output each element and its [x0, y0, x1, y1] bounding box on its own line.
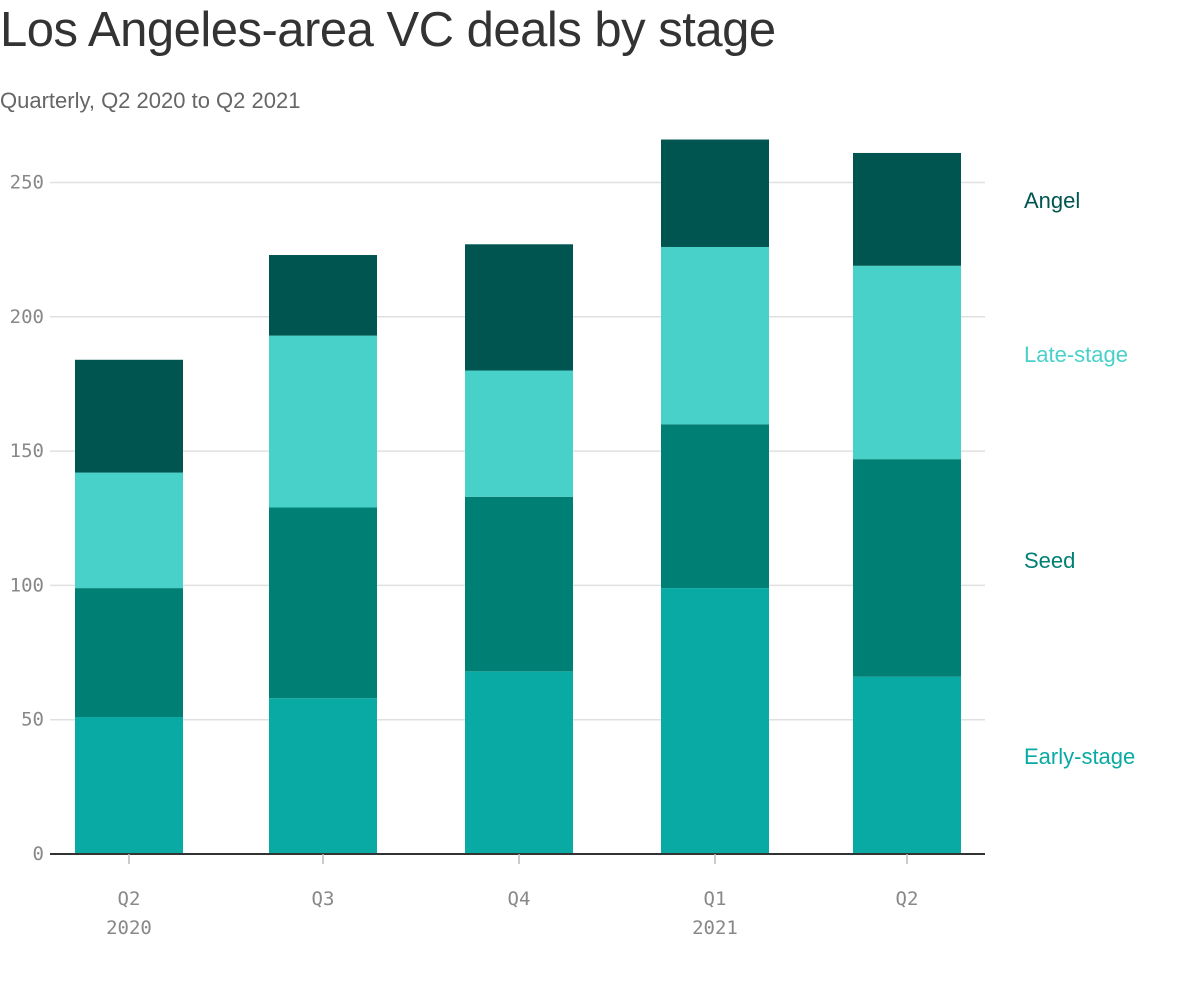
bar-segment-early-stage [269, 698, 377, 854]
legend-label-late-stage: Late-stage [1024, 342, 1128, 367]
x-tick-year-label: 2021 [692, 917, 738, 939]
x-tick-label: Q4 [508, 888, 531, 910]
legend-label-angel: Angel [1024, 188, 1080, 213]
x-tick-label: Q2 [896, 888, 919, 910]
y-tick-label: 50 [21, 709, 44, 731]
y-tick-label: 150 [10, 440, 44, 462]
legend-label-seed: Seed [1024, 548, 1075, 573]
bar-segment-seed [269, 507, 377, 699]
bar-segment-angel [269, 255, 377, 336]
bar-segment-seed [661, 424, 769, 589]
legend: Early-stage Seed Late-stage Angel [1024, 188, 1135, 769]
bar-segment-late-stage [75, 472, 183, 589]
bar-segment-seed [75, 588, 183, 718]
chart-subtitle: Quarterly, Q2 2020 to Q2 2021 [0, 88, 301, 113]
bar-segment-late-stage [853, 265, 961, 460]
bar-segment-seed [853, 459, 961, 677]
x-tick-year-label: 2020 [106, 917, 152, 939]
bar-segment-angel [853, 152, 961, 266]
bar-segment-angel [75, 359, 183, 473]
x-tick-label: Q1 [704, 888, 727, 910]
bars [75, 139, 961, 854]
bar-segment-early-stage [465, 671, 573, 854]
bar-segment-early-stage [853, 676, 961, 854]
bar-segment-angel [661, 139, 769, 247]
bar-segment-late-stage [661, 246, 769, 425]
y-tick-label: 0 [33, 843, 44, 865]
x-tick-label: Q2 [118, 888, 141, 910]
bar-segment-early-stage [661, 588, 769, 854]
bar-segment-early-stage [75, 717, 183, 854]
chart-title: Los Angeles-area VC deals by stage [0, 3, 776, 57]
bar-segment-late-stage [465, 370, 573, 497]
bar-segment-seed [465, 496, 573, 672]
y-tick-label: 200 [10, 306, 44, 328]
bar-segment-angel [465, 244, 573, 371]
axes: 0 50 100 150 200 250 Q2 2020 Q3 Q4 Q1 2021 Q2 [10, 172, 985, 939]
bar-segment-late-stage [269, 335, 377, 508]
y-tick-label: 100 [10, 574, 44, 596]
legend-label-early-stage: Early-stage [1024, 744, 1135, 769]
x-tick-label: Q3 [312, 888, 335, 910]
y-tick-label: 250 [10, 172, 44, 194]
